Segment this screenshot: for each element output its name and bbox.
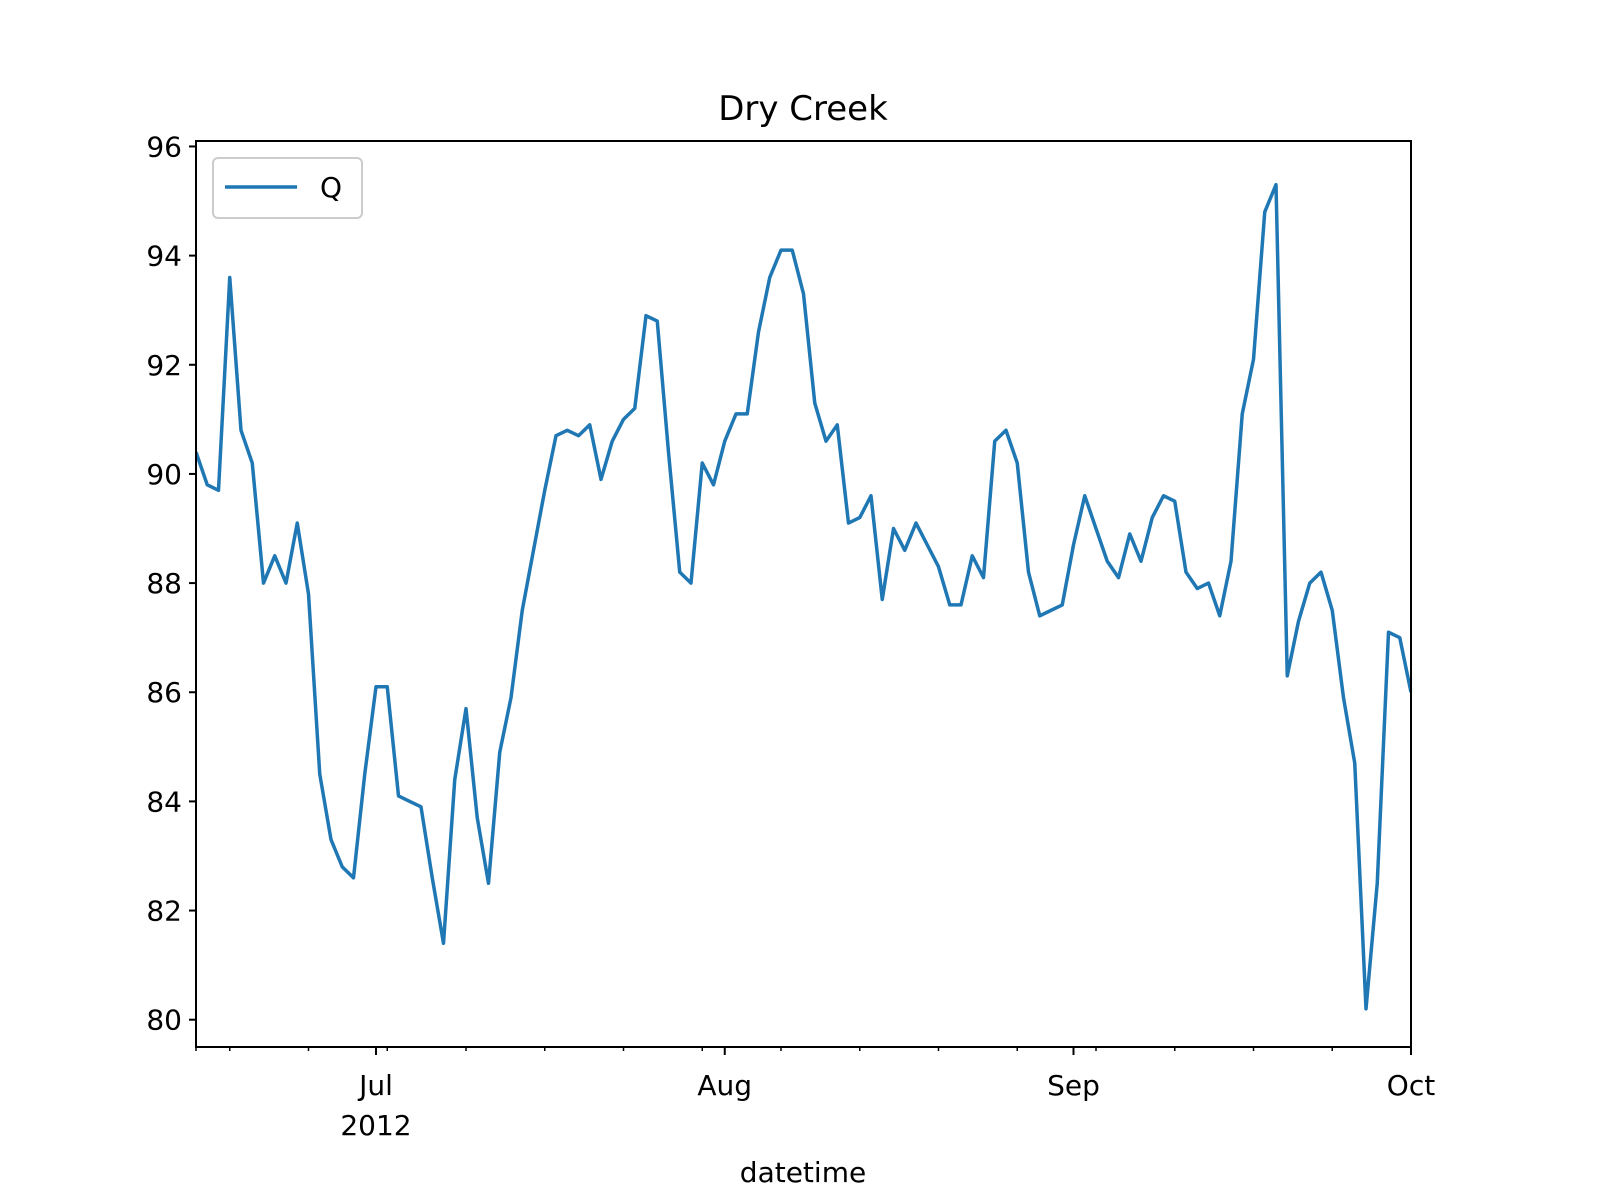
y-tick-label: 86 [146, 676, 182, 709]
legend-label: Q [320, 171, 342, 204]
y-tick-label: 92 [146, 349, 182, 382]
y-tick-label: 96 [146, 130, 182, 163]
legend: Q [212, 157, 363, 219]
plot-area [196, 182, 1411, 1011]
x-tick-label: Jul [357, 1069, 393, 1102]
x-axis: Jul 2012 Aug Sep Oct [195, 1047, 1435, 1142]
y-tick-label: 80 [146, 1004, 182, 1037]
plot-frame [195, 140, 1412, 1048]
series-line-Q [196, 182, 1411, 1011]
x-tick-sublabel: 2012 [340, 1109, 411, 1142]
x-tick-label: Aug [697, 1069, 752, 1102]
y-tick-label: 88 [146, 567, 182, 600]
y-tick-label: 84 [146, 785, 182, 818]
y-tick-label: 94 [146, 240, 182, 273]
y-tick-label: 82 [146, 895, 182, 928]
x-tick-label: Oct [1387, 1069, 1435, 1102]
x-tick-label: Sep [1047, 1069, 1100, 1102]
x-axis-label: datetime [740, 1156, 866, 1189]
chart-title: Dry Creek [718, 89, 888, 129]
y-tick-label: 90 [146, 458, 182, 491]
y-axis: 80 82 84 86 88 90 92 94 96 [146, 130, 196, 1037]
